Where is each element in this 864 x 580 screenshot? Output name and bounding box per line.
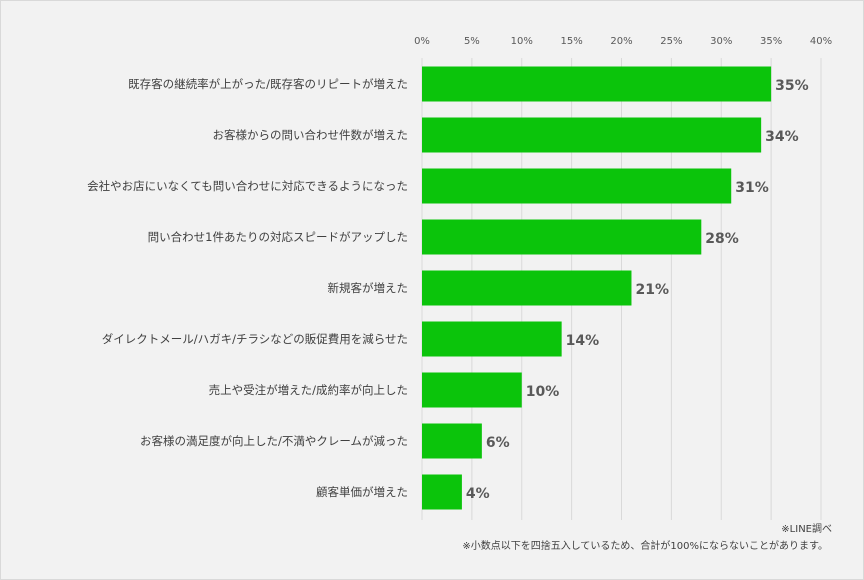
- data-label: 34%: [765, 129, 799, 145]
- rounding-note: ※小数点以下を四捨五入しているため、合計が100%にならないことがあります。: [462, 541, 828, 552]
- bar: [422, 474, 462, 510]
- x-tick-label: 20%: [610, 36, 632, 47]
- x-tick-label: 40%: [810, 36, 832, 47]
- bar: [422, 372, 522, 408]
- category-label: 売上や受注が増えた/成約率が向上した: [209, 383, 408, 397]
- category-label: 既存客の継続率が上がった/既存客のリピートが増えた: [128, 77, 408, 91]
- data-label: 21%: [635, 282, 669, 298]
- bar: [422, 168, 732, 204]
- data-label: 14%: [566, 333, 600, 349]
- bar: [422, 219, 702, 255]
- x-tick-label: 25%: [660, 36, 682, 47]
- category-label: お客様からの問い合わせ件数が増えた: [213, 128, 409, 142]
- bar: [422, 270, 632, 306]
- bars: [422, 66, 772, 510]
- data-labels: 35% 34% 31% 28% 21% 14% 10% 6% 4%: [466, 78, 809, 502]
- category-label: ダイレクトメール/ハガキ/チラシなどの販促費用を減らせた: [102, 332, 408, 346]
- category-label: 問い合わせ1件あたりの対応スピードがアップした: [148, 230, 408, 244]
- data-label: 31%: [735, 180, 769, 196]
- data-label: 6%: [486, 435, 510, 451]
- source-note: ※LINE調べ: [781, 524, 832, 535]
- data-label: 35%: [775, 78, 809, 94]
- data-label: 28%: [705, 231, 739, 247]
- bar: [422, 117, 762, 153]
- x-tick-label: 15%: [561, 36, 583, 47]
- bar: [422, 423, 482, 459]
- x-tick-label: 30%: [710, 36, 732, 47]
- category-label: 会社やお店にいなくても問い合わせに対応できるようになった: [87, 179, 408, 193]
- data-label: 4%: [466, 486, 490, 502]
- x-tick-label: 10%: [511, 36, 533, 47]
- category-label: お客様の満足度が向上した/不満やクレームが減った: [140, 434, 408, 448]
- bar: [422, 321, 562, 357]
- bar: [422, 66, 772, 102]
- category-label: 新規客が増えた: [328, 281, 409, 295]
- x-axis-ticks: 0% 5% 10% 15% 20% 25% 30% 35% 40%: [414, 36, 832, 47]
- x-tick-label: 35%: [760, 36, 782, 47]
- category-label: 顧客単価が増えた: [316, 485, 408, 499]
- category-labels: 既存客の継続率が上がった/既存客のリピートが増えたお客様からの問い合わせ件数が増…: [87, 77, 408, 499]
- x-tick-label: 0%: [414, 36, 430, 47]
- x-tick-label: 5%: [464, 36, 480, 47]
- data-label: 10%: [526, 384, 560, 400]
